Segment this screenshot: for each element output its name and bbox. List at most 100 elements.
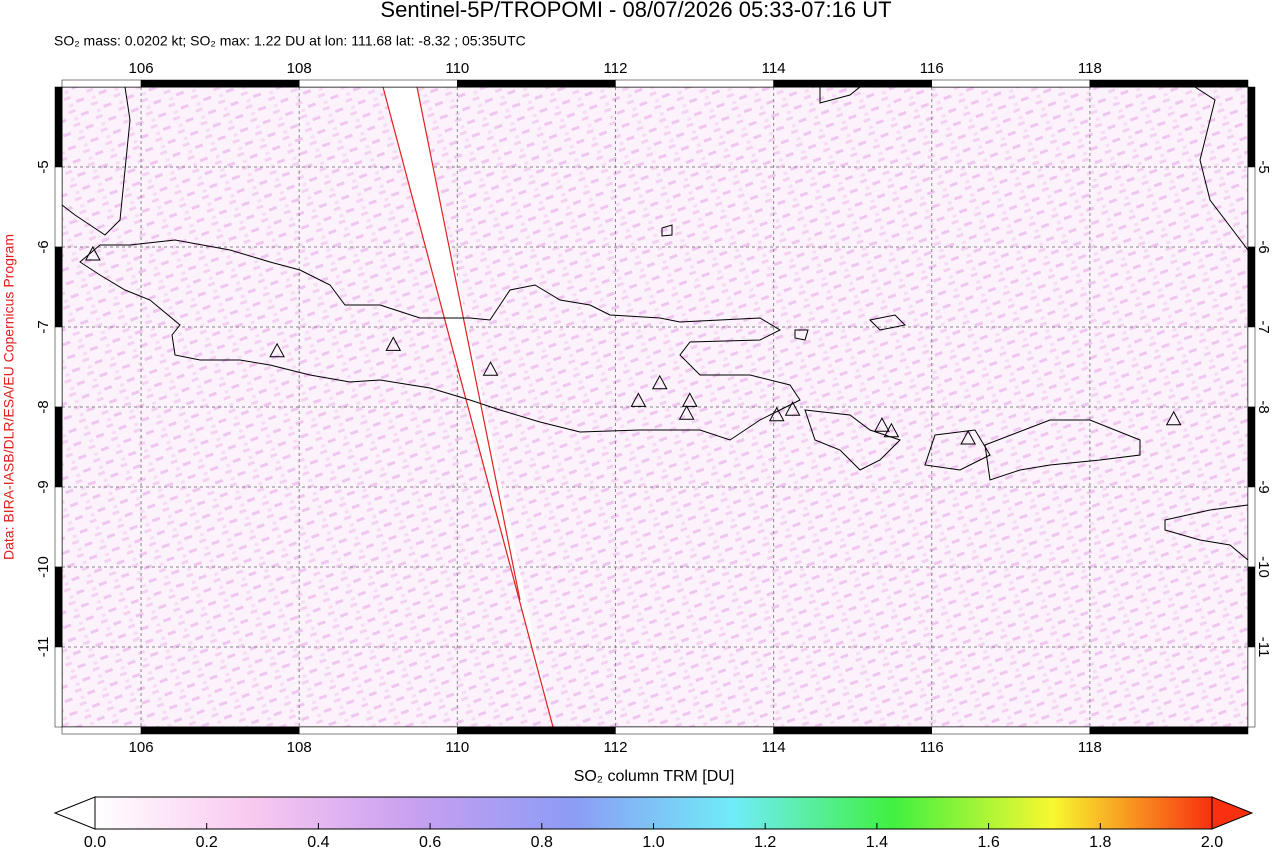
volcano <box>385 336 402 351</box>
lat-tick-label: -6 <box>1255 240 1272 253</box>
frame-band <box>615 726 774 735</box>
frame-band <box>54 646 63 728</box>
colorbar-tick-label: 1.6 <box>977 834 999 851</box>
frame-band <box>1089 726 1249 735</box>
lat-tick-label: -5 <box>35 160 52 173</box>
frame-band <box>54 246 63 328</box>
volcano <box>960 429 976 445</box>
frame-band <box>298 726 458 735</box>
volcano <box>784 401 801 416</box>
lat-tick-label: -7 <box>1255 320 1272 333</box>
lon-tick-label: 118 <box>1078 739 1102 756</box>
colorbar-tick-label: 0.4 <box>307 834 329 851</box>
frame-band <box>773 79 932 88</box>
volcano <box>269 342 285 358</box>
volcano <box>768 406 785 422</box>
title: Sentinel-5P/TROPOMI - 08/07/2026 05:33-0… <box>380 0 891 22</box>
lat-tick-label: -7 <box>35 320 52 333</box>
frame-bands <box>54 79 1256 735</box>
frame-band <box>140 726 300 735</box>
volcano <box>681 392 698 407</box>
colorbar-tick-label: 1.2 <box>754 834 776 851</box>
frame-band <box>61 726 142 735</box>
lon-tick-label: 108 <box>287 739 312 756</box>
volcano <box>630 392 647 407</box>
lon-tick-label: 110 <box>445 60 469 77</box>
frame-band <box>1247 486 1256 568</box>
volcanoes <box>84 245 1182 445</box>
frame-band <box>54 86 63 168</box>
volcano <box>651 374 668 390</box>
frame-band <box>1247 406 1256 488</box>
frame-band <box>298 79 458 88</box>
frame-band <box>61 79 142 88</box>
lon-tick-label: 118 <box>1078 60 1102 77</box>
lon-tick-label: 114 <box>762 60 786 77</box>
swath-edge <box>382 86 554 728</box>
colorbar-tick-label: 2.0 <box>1201 834 1223 851</box>
volcano <box>678 405 695 420</box>
frame-band <box>931 726 1091 735</box>
lon-tick-label: 108 <box>287 60 312 77</box>
lon-tick-label: 116 <box>920 739 944 756</box>
frame-band <box>1247 246 1256 328</box>
lat-tick-label: -8 <box>1255 400 1272 413</box>
lat-tick-label: -8 <box>35 400 52 413</box>
colorbar-ticks: 0.0 0.2 0.4 0.6 0.8 1.0 1.2 1.4 1.6 1.8 2.0 <box>84 823 1223 851</box>
lon-tick-label: 106 <box>129 60 154 77</box>
lon-tick-label: 106 <box>129 739 154 756</box>
so2-field <box>62 87 1248 727</box>
lon-tick-label: 112 <box>604 739 628 756</box>
colorbar-tick-label: 1.0 <box>642 834 664 851</box>
volcano <box>84 245 101 261</box>
lon-tick-label: 112 <box>604 60 628 77</box>
frame-band <box>931 79 1091 88</box>
colorbar-tick-label: 1.8 <box>1089 834 1111 851</box>
frame-band <box>1247 86 1256 168</box>
frame-band <box>1247 166 1256 248</box>
frame-band <box>54 326 63 408</box>
grid <box>62 87 1248 727</box>
volcano <box>482 361 499 376</box>
lat-tick-label: -10 <box>1255 556 1272 578</box>
colorbar-tick-label: 0.2 <box>196 834 218 851</box>
frame-band <box>54 406 63 488</box>
frame-band <box>140 79 300 88</box>
colorbar-tick-label: 0.8 <box>531 834 553 851</box>
colorbar-label: SO₂ column TRM [DU] <box>574 768 735 785</box>
colorbar-tick-label: 0.0 <box>84 834 106 851</box>
frame-band <box>54 566 63 648</box>
volcano <box>883 422 900 438</box>
lon-tick-label: 110 <box>445 739 469 756</box>
frame-band <box>457 79 616 88</box>
frame-band <box>1247 566 1256 648</box>
frame-band <box>1247 326 1256 408</box>
lat-tick-label: -9 <box>1255 480 1272 493</box>
lat-tick-label: -10 <box>35 556 52 578</box>
colorbar-tick-label: 0.6 <box>419 834 441 851</box>
lat-tick-label: -5 <box>1255 160 1272 173</box>
frame-band <box>1089 79 1249 88</box>
frame-band <box>615 79 774 88</box>
subtitle: SO₂ mass: 0.0202 kt; SO₂ max: 1.22 DU at… <box>54 33 526 49</box>
swath-edge <box>416 86 521 601</box>
axis-labels: 106 106 108 108 110 110 112 112 114 114 116 116 118 1… <box>35 60 1272 756</box>
lat-tick-label: -6 <box>35 240 52 253</box>
lat-tick-label: -9 <box>35 480 52 493</box>
frame-band <box>54 486 63 568</box>
frame-band <box>773 726 932 735</box>
lon-tick-label: 116 <box>920 60 944 77</box>
credit: Data: BIRA-IASB/DLR/ESA/EU Copernicus Pr… <box>1 234 17 560</box>
frame-band <box>457 726 616 735</box>
lat-tick-label: -11 <box>35 637 52 658</box>
lon-tick-label: 114 <box>762 739 786 756</box>
colorbar-min-arrow <box>53 796 96 830</box>
colorbar-max-arrow <box>1211 796 1254 830</box>
frame-band <box>54 166 63 248</box>
volcano <box>1165 410 1182 426</box>
lat-tick-label: -11 <box>1255 637 1272 658</box>
volcano <box>874 417 890 432</box>
colorbar-tick-label: 1.4 <box>866 834 888 851</box>
frame-band <box>1247 646 1256 728</box>
